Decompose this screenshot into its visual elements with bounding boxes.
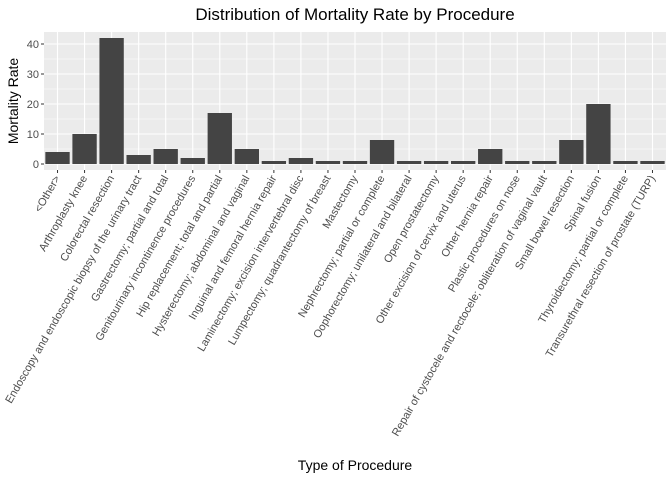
bar bbox=[613, 161, 638, 164]
bar bbox=[478, 149, 503, 164]
x-axis-title: Type of Procedure bbox=[298, 457, 413, 473]
bar bbox=[45, 152, 70, 164]
bar bbox=[559, 140, 584, 164]
x-tick-label: Lumpectomy; quadrantectomy of breast bbox=[226, 174, 333, 348]
bar bbox=[153, 149, 178, 164]
bar bbox=[342, 161, 368, 164]
bar bbox=[586, 104, 611, 164]
bar bbox=[451, 161, 476, 164]
bar bbox=[99, 38, 124, 164]
bar bbox=[315, 161, 341, 164]
y-tick-label: 20 bbox=[27, 99, 39, 111]
bar bbox=[396, 161, 422, 164]
bar bbox=[288, 158, 314, 164]
bar bbox=[180, 158, 205, 164]
y-tick-label: 0 bbox=[33, 159, 39, 171]
bar bbox=[126, 155, 151, 164]
y-axis-title: Mortality Rate bbox=[5, 58, 21, 145]
bar bbox=[261, 161, 287, 164]
y-tick-label: 40 bbox=[27, 39, 39, 51]
bar bbox=[207, 113, 232, 164]
bars bbox=[45, 38, 665, 164]
y-tick-label: 30 bbox=[27, 69, 39, 81]
bar bbox=[532, 161, 557, 164]
x-tick-label: <Other> bbox=[33, 174, 64, 215]
bar bbox=[505, 161, 530, 164]
bar bbox=[72, 134, 97, 164]
bar bbox=[234, 149, 259, 164]
chart-title: Distribution of Mortality Rate by Proced… bbox=[195, 5, 514, 24]
bar bbox=[423, 161, 449, 164]
y-tick-label: 10 bbox=[27, 129, 39, 141]
bar bbox=[640, 161, 665, 164]
bar bbox=[369, 140, 395, 164]
y-axis: 0 10 20 30 40 bbox=[27, 39, 44, 171]
